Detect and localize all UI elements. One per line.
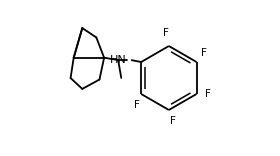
Text: F: F bbox=[200, 48, 206, 58]
Text: F: F bbox=[170, 117, 176, 127]
Text: F: F bbox=[134, 100, 140, 110]
Text: F: F bbox=[205, 89, 211, 99]
Text: HN: HN bbox=[110, 55, 127, 65]
Text: F: F bbox=[164, 28, 169, 38]
